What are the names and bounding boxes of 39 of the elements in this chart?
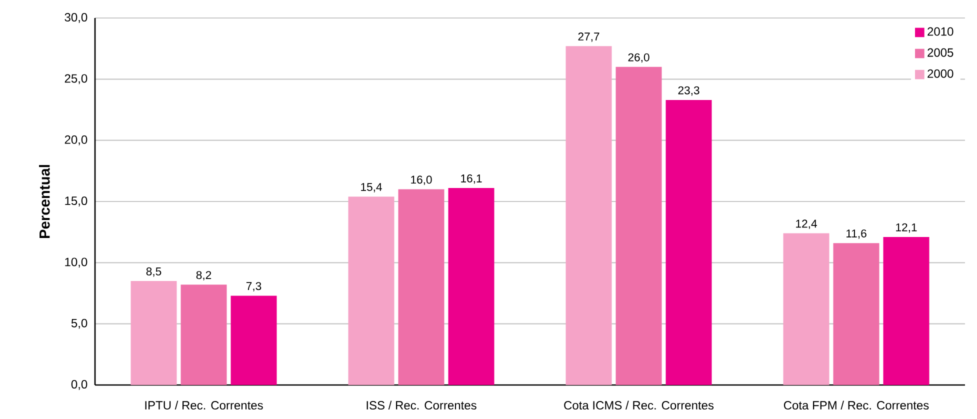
bar — [833, 243, 880, 385]
legend-label: 2005 — [928, 48, 954, 57]
bar — [616, 66, 662, 385]
bar — [448, 188, 494, 385]
data-label: 7,3 — [246, 282, 262, 292]
y-tick-label: 5,0 — [71, 318, 88, 329]
data-label: 12,4 — [796, 220, 817, 230]
bar — [230, 296, 277, 385]
data-label: 23,3 — [678, 86, 700, 96]
legend-label: 2000 — [928, 69, 954, 78]
bar — [348, 196, 394, 385]
data-label: 15,4 — [361, 183, 382, 192]
data-label: 12,1 — [896, 223, 917, 233]
data-label: 26,0 — [628, 53, 650, 63]
data-label: 16,1 — [461, 174, 482, 184]
y-tick-label: 15,0 — [65, 196, 88, 206]
legend-label: 2010 — [928, 27, 954, 36]
y-tick-label: 10,0 — [65, 258, 88, 268]
data-label: 8,2 — [196, 271, 212, 280]
bar — [666, 100, 712, 385]
bar — [180, 284, 227, 385]
data-label: 16,0 — [411, 176, 432, 185]
y-tick-label: 20,0 — [64, 135, 88, 146]
y-tick-label: 25,0 — [64, 74, 88, 84]
data-label: 8,5 — [146, 267, 162, 277]
bar — [130, 281, 177, 385]
bar — [398, 189, 444, 385]
x-tick-label: IPTU / Rec. Correntes — [145, 400, 263, 410]
bar — [566, 46, 612, 385]
y-tick-label: 0,0 — [71, 380, 88, 390]
y-tick-label: 30,0 — [64, 13, 88, 23]
x-tick-label: Cota ICMS / Rec. Correntes — [564, 400, 714, 410]
y-axis-title: Percentual — [39, 165, 50, 238]
x-tick-label: ISS / Rec. Correntes — [366, 400, 476, 410]
x-tick-label: Cota FPM / Rec. Correntes — [784, 400, 929, 410]
data-label: 11,6 — [846, 229, 866, 239]
bar — [883, 236, 930, 385]
bar — [783, 233, 830, 385]
data-label: 27,7 — [578, 32, 600, 42]
